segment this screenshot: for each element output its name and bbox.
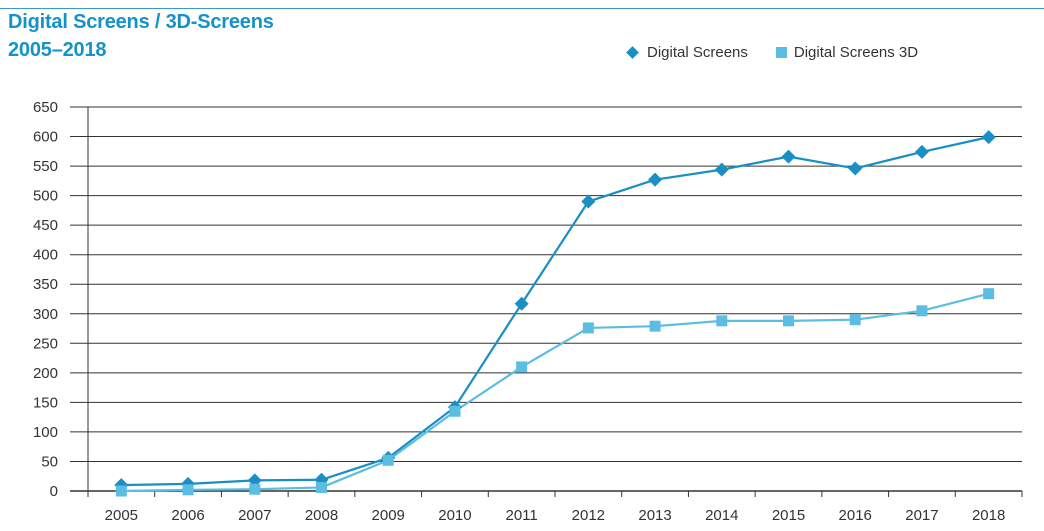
series-line-digital-screens	[121, 136, 989, 487]
y-tick-label: 0	[50, 483, 58, 500]
data-point-digital-screens	[981, 130, 996, 145]
y-tick-label: 450	[33, 217, 58, 234]
x-tick-label: 2005	[105, 507, 138, 524]
y-tick-label: 600	[33, 129, 58, 146]
chart-subtitle: 2005–2018	[8, 39, 107, 61]
data-point-digital-screens-3d	[449, 405, 461, 417]
data-point-digital-screens-3d	[316, 481, 327, 493]
x-tick-label: 2008	[305, 507, 338, 524]
data-point-digital-screens-3d	[916, 305, 928, 317]
x-tick-label: 2017	[905, 507, 938, 524]
top-rule	[0, 8, 1044, 9]
y-tick-label: 50	[41, 453, 58, 470]
data-point-digital-screens-3d	[582, 322, 594, 334]
data-point-digital-screens-3d	[716, 315, 728, 327]
x-tick-label: 2016	[839, 507, 872, 524]
y-tick-label: 150	[33, 394, 58, 411]
data-point-digital-screens-3d	[249, 483, 261, 495]
data-point-digital-screens	[914, 144, 929, 159]
legend-label-digital-screens-3d: Digital Screens 3D	[793, 43, 919, 61]
y-tick-label: 400	[33, 247, 58, 264]
data-point-digital-screens	[781, 149, 796, 164]
legend-item-digital-screens-3d: Digital Screens 3D	[775, 43, 919, 61]
data-point-digital-screens-3d	[649, 320, 661, 332]
y-tick-label: 200	[33, 365, 58, 382]
data-point-digital-screens-3d	[983, 288, 995, 300]
x-tick-label: 2007	[238, 507, 271, 524]
y-tick-label: 650	[33, 99, 58, 116]
chart-title: Digital Screens / 3D-Screens	[8, 11, 274, 33]
x-tick-label: 2006	[171, 507, 204, 524]
x-tick-label: 2011	[506, 507, 538, 524]
chart-legend: Digital Screens Digital Screens 3D	[626, 40, 919, 64]
x-tick-label: 2013	[638, 507, 671, 524]
x-tick-label: 2012	[572, 507, 605, 524]
data-point-digital-screens-3d	[516, 361, 528, 373]
legend-item-digital-screens: Digital Screens	[626, 43, 748, 61]
data-point-digital-screens	[714, 162, 729, 177]
data-point-digital-screens-3d	[849, 314, 861, 326]
data-point-digital-screens	[581, 194, 596, 209]
x-tick-label: 2018	[972, 507, 1005, 524]
y-tick-label: 550	[33, 158, 58, 175]
y-tick-label: 100	[33, 424, 58, 441]
y-tick-label: 350	[33, 276, 58, 293]
x-tick-label: 2015	[772, 507, 805, 524]
legend-label-digital-screens: Digital Screens	[647, 43, 748, 61]
data-point-digital-screens	[848, 161, 863, 176]
y-tick-label: 500	[33, 188, 58, 205]
data-point-digital-screens-3d	[783, 315, 794, 327]
x-tick-label: 2010	[438, 507, 471, 524]
y-tick-label: 300	[33, 306, 58, 323]
data-point-digital-screens	[648, 172, 663, 187]
series-line-digital-screens-3d	[121, 292, 989, 493]
x-tick-label: 2014	[705, 507, 738, 524]
data-point-digital-screens-3d	[382, 454, 394, 466]
data-point-digital-screens	[514, 296, 529, 311]
data-point-digital-screens-3d	[182, 484, 194, 496]
y-tick-label: 250	[33, 335, 58, 352]
data-point-digital-screens-3d	[115, 485, 127, 497]
x-tick-label: 2009	[372, 507, 405, 524]
square-marker-icon	[775, 46, 787, 58]
